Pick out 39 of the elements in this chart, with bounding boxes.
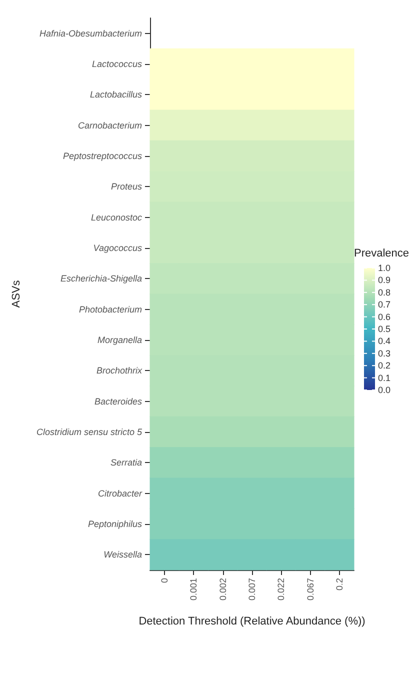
y-tick-label: Lactobacillus: [90, 90, 142, 100]
x-tick-label: 0.067: [305, 578, 316, 601]
y-tick-label: Carnobacterium: [78, 120, 142, 130]
y-tick-label: Clostridium sensu stricto 5: [36, 427, 143, 437]
x-tick-label: 0.007: [247, 578, 257, 601]
y-tick-label: Hafnia-Obesumbacterium: [39, 28, 142, 38]
color-bar-label: 0.8: [378, 287, 391, 298]
color-bar-label: 1.0: [378, 263, 391, 273]
x-tick-label: 0.001: [188, 578, 199, 601]
x-tick-label: 0: [160, 578, 170, 584]
x-tick-label: 0.2: [334, 578, 344, 591]
color-bar-label: 0.1: [378, 372, 391, 383]
color-bar-label: 0.2: [378, 360, 391, 371]
y-tick-label: Peptoniphilus: [88, 519, 142, 529]
x-tick-label: 0.002: [218, 578, 228, 601]
y-tick-label: Citrobacter: [98, 488, 144, 498]
y-tick-label: Vagococcus: [93, 243, 142, 253]
y-tick-label: Bacteroides: [94, 396, 142, 406]
y-tick-label: Escherichia-Shigella: [60, 274, 142, 284]
color-bar-label: 0.4: [378, 336, 391, 346]
color-bar-label: 0.6: [378, 312, 391, 322]
color-bar-label: 0.9: [378, 275, 391, 286]
color-bar-label: 0.5: [378, 324, 391, 334]
y-tick-label: Photobacterium: [78, 304, 142, 314]
x-tick-label: 0.022: [276, 578, 286, 601]
y-tick-label: Proteus: [110, 182, 142, 192]
x-axis-title: Detection Threshold (Relative Abundance (%)): [138, 616, 366, 628]
y-tick-label: Peptostreptococcus: [62, 151, 142, 161]
y-tick-label: Leuconostoc: [90, 212, 142, 222]
color-bar-label: 0.3: [378, 348, 391, 358]
y-tick-label: Weissella: [104, 550, 142, 560]
color-bar-label: 0.0: [378, 385, 391, 395]
y-tick-label: Serratia: [110, 458, 142, 468]
y-tick-label: Lactococcus: [92, 59, 142, 69]
color-bar-title: Prevalence: [354, 248, 410, 260]
y-tick-label: Brochothrix: [96, 366, 142, 376]
color-bar-label: 0.7: [378, 300, 391, 310]
y-axis-title: ASVs: [10, 280, 22, 308]
y-tick-label: Morganella: [97, 335, 142, 345]
